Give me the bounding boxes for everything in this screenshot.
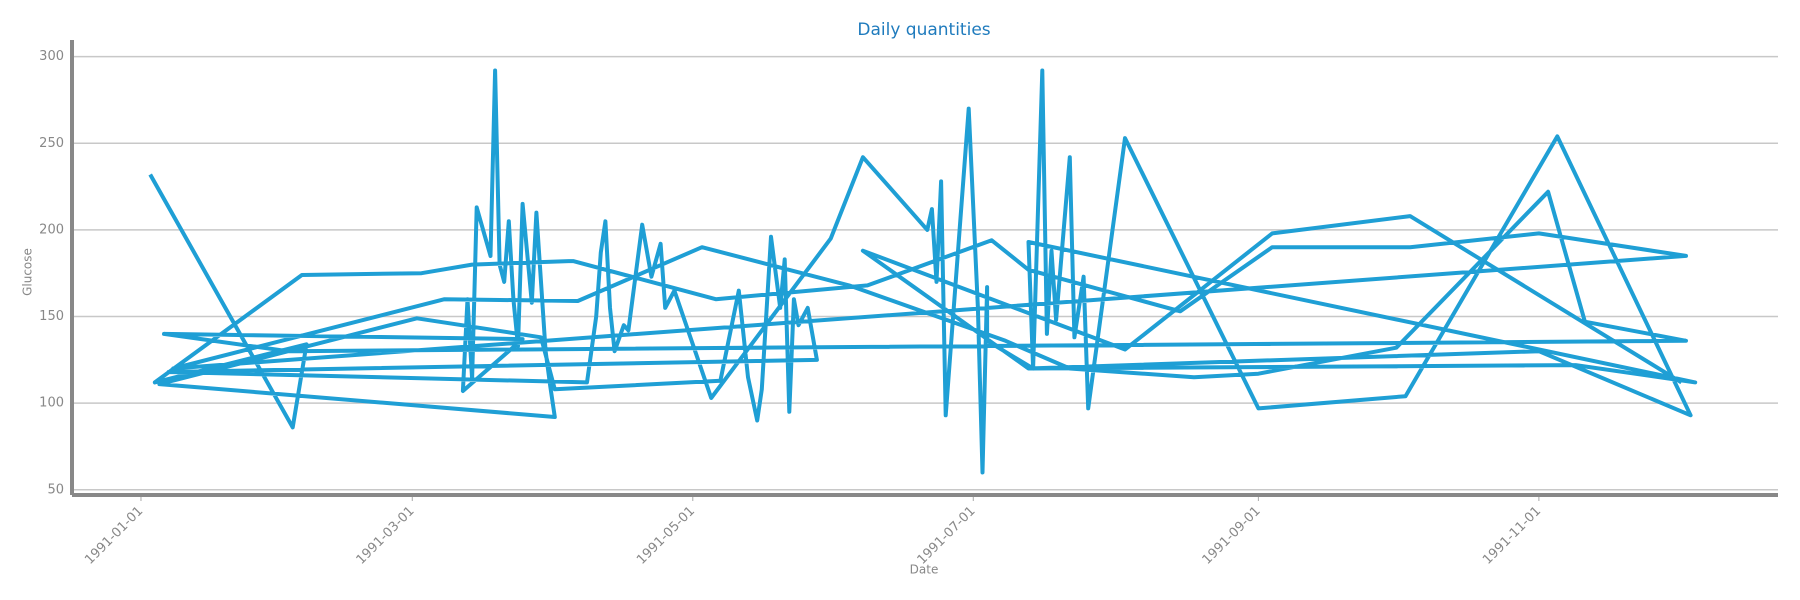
y-axis-label: Glucose [21, 248, 35, 296]
y-tick-label: 300 [39, 49, 64, 64]
x-tick-label: 1991-01-01 [82, 504, 146, 568]
data-line [148, 68, 1698, 475]
y-tick-label: 150 [39, 309, 64, 324]
x-tick-label: 1991-05-01 [634, 504, 698, 568]
x-axis-label: Date [910, 563, 939, 577]
x-tick-label: 1991-07-01 [915, 504, 979, 568]
x-tick-label: 1991-11-01 [1480, 504, 1544, 568]
y-tick-label: 200 [39, 222, 64, 237]
x-tick-label: 1991-03-01 [354, 504, 418, 568]
y-tick-label: 100 [39, 396, 64, 411]
x-tick-label: 1991-09-01 [1200, 504, 1264, 568]
y-tick-label: 50 [47, 482, 64, 497]
y-tick-label: 250 [39, 136, 64, 151]
chart-title: Daily quantities [857, 20, 990, 40]
